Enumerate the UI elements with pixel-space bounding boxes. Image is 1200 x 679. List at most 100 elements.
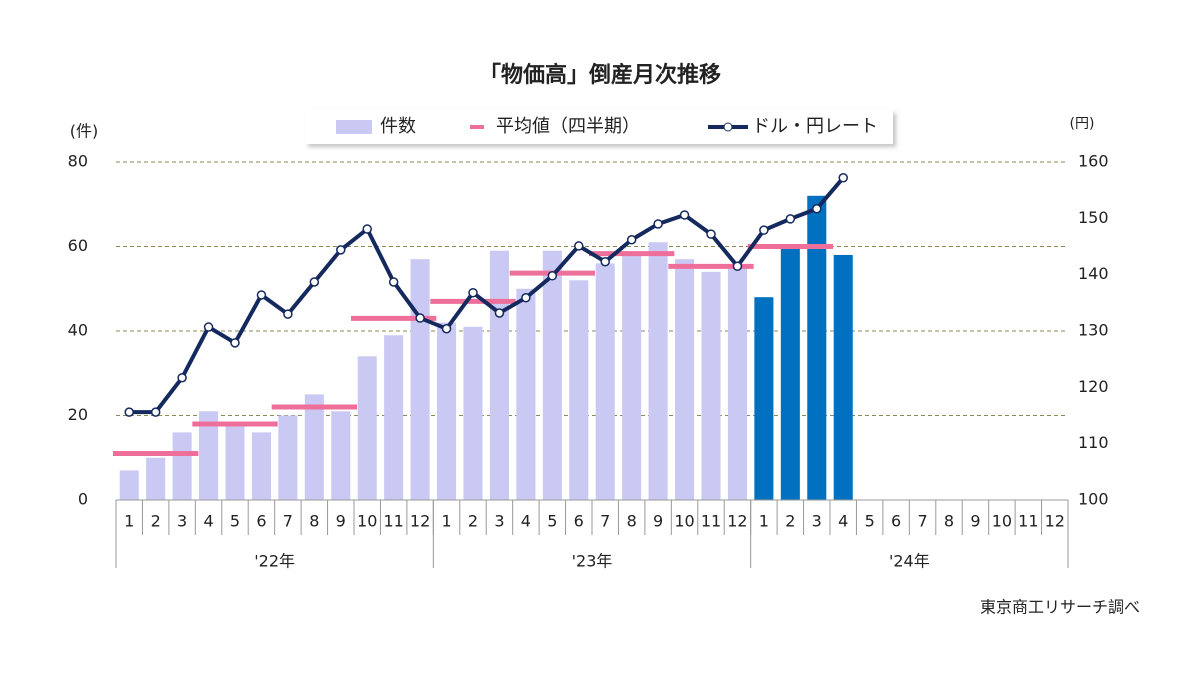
- legend-box: [305, 110, 893, 144]
- x-tick-label: 5: [230, 512, 240, 531]
- x-tick-label: 2: [151, 512, 161, 531]
- bar: [542, 250, 562, 500]
- rate-point: [362, 224, 372, 234]
- rate-point: [574, 241, 584, 251]
- x-tick-label: 12: [1045, 512, 1065, 531]
- rate-point: [785, 214, 796, 224]
- x-tick-label: 2: [785, 512, 795, 531]
- rate-point: [203, 322, 214, 332]
- y-axis-label: (件): [70, 122, 99, 141]
- rate-point: [388, 277, 399, 287]
- x-tick-label: 10: [674, 512, 694, 531]
- rate-point: [706, 229, 716, 239]
- x-tick-label: 5: [547, 512, 557, 531]
- group-label: '22年: [254, 552, 295, 571]
- x-tick-label: 6: [256, 512, 266, 531]
- x-tick-label: 9: [653, 512, 663, 531]
- bar: [225, 423, 245, 500]
- bar: [463, 326, 483, 500]
- rate-point: [732, 261, 743, 271]
- rate-point: [679, 210, 690, 220]
- x-tick-label: 2: [468, 512, 478, 531]
- x-tick-label: 11: [383, 512, 403, 531]
- rate-point: [600, 256, 610, 267]
- x-tick-label: 4: [203, 512, 213, 531]
- rate-point: [256, 290, 267, 300]
- bar: [701, 271, 721, 500]
- legend-swatch: [723, 122, 733, 132]
- rate-point: [653, 219, 663, 229]
- x-tick-label: 3: [812, 512, 822, 531]
- rate-point: [124, 407, 134, 417]
- bar: [146, 457, 166, 500]
- y2-tick-label: 110: [1078, 433, 1109, 452]
- x-tick-label: 9: [970, 512, 980, 531]
- x-tick-label: 9: [336, 512, 346, 531]
- rate-point: [415, 313, 425, 323]
- bar: [489, 250, 509, 500]
- bar: [595, 263, 615, 500]
- x-tick-label: 7: [600, 512, 610, 531]
- bar: [199, 411, 219, 500]
- legend-label: ドル・円レート: [752, 116, 878, 137]
- y-tick-label: 40: [68, 321, 88, 340]
- bar: [727, 267, 747, 500]
- bar: [780, 246, 800, 500]
- bar: [622, 254, 642, 500]
- bar: [569, 280, 589, 500]
- x-tick-label: 4: [521, 512, 531, 531]
- chart-title: 「物価高」倒産月次推移: [479, 62, 721, 88]
- x-tick-label: 11: [1018, 512, 1038, 531]
- y-tick-label: 60: [68, 236, 88, 255]
- source: 東京商工リサーチ調べ: [980, 598, 1140, 617]
- bar: [807, 195, 827, 501]
- bar: [251, 432, 271, 500]
- x-tick-label: 7: [283, 512, 293, 531]
- bar: [754, 297, 774, 500]
- x-tick-label: 1: [759, 512, 769, 531]
- x-tick-label: 12: [727, 512, 747, 531]
- y2-tick-label: 160: [1078, 152, 1109, 171]
- y2-tick-label: 120: [1078, 377, 1109, 396]
- y2-tick-label: 130: [1078, 321, 1109, 340]
- bar: [304, 394, 324, 500]
- bar: [278, 415, 298, 500]
- bar: [648, 242, 668, 500]
- rate-point: [812, 204, 822, 214]
- x-tick-label: 5: [865, 512, 875, 531]
- x-tick-label: 7: [917, 512, 927, 531]
- x-tick-label: 6: [891, 512, 901, 531]
- x-tick-label: 8: [309, 512, 319, 531]
- group-label: '24年: [889, 552, 930, 571]
- legend-label: 平均値（四半期）: [496, 116, 640, 137]
- y-tick-label: 0: [78, 490, 88, 509]
- x-tick-label: 6: [574, 512, 584, 531]
- bar: [172, 432, 192, 500]
- bar: [437, 322, 457, 500]
- bar: [119, 470, 139, 500]
- bar: [410, 259, 430, 500]
- y-tick-label: 20: [68, 405, 88, 424]
- x-tick-label: 11: [701, 512, 721, 531]
- rate-point: [336, 245, 346, 255]
- bar: [833, 254, 853, 500]
- x-tick-label: 3: [494, 512, 504, 531]
- y-tick-label: 80: [68, 152, 88, 171]
- legend-swatch: [336, 120, 372, 134]
- bar: [331, 411, 351, 500]
- group-label: '23年: [572, 552, 613, 571]
- y2-axis-label: (円): [1070, 116, 1095, 132]
- rate-point: [626, 234, 637, 245]
- bar: [384, 335, 404, 500]
- rate-point: [177, 373, 187, 383]
- rate-point: [547, 271, 558, 281]
- bar: [516, 288, 536, 500]
- bar: [675, 259, 695, 500]
- x-tick-label: 3: [177, 512, 187, 531]
- x-tick-label: 10: [992, 512, 1012, 531]
- rate-point: [283, 309, 293, 319]
- rate-point: [150, 407, 161, 417]
- x-tick-label: 1: [124, 512, 134, 531]
- x-tick-label: 8: [944, 512, 954, 531]
